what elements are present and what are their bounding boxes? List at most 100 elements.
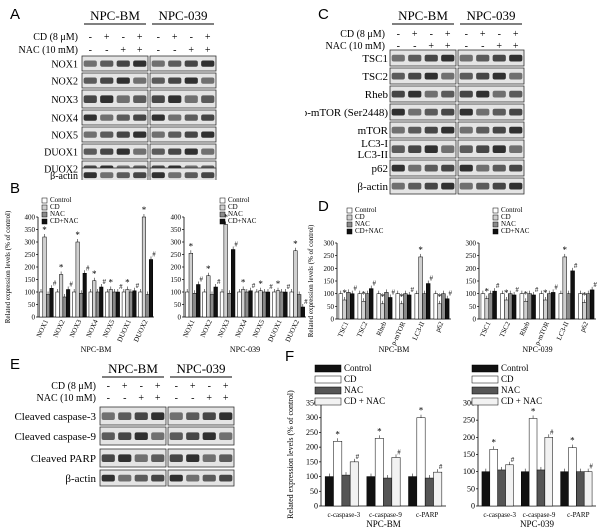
y-tick-label: 50: [327, 303, 335, 311]
significance-star: *: [418, 245, 423, 255]
bar: [254, 291, 259, 318]
protein-band: [151, 412, 165, 420]
bar: [46, 294, 51, 318]
protein-band: [492, 54, 506, 62]
protein-label: mTOR: [358, 125, 389, 137]
legend-label: Control: [501, 363, 529, 373]
legend-swatch: [41, 218, 48, 225]
protein-band: [202, 412, 216, 420]
bar: [265, 291, 271, 318]
protein-band: [169, 454, 183, 462]
bar: [66, 289, 71, 318]
bar: [504, 299, 509, 320]
protein-label: Rheb: [365, 89, 389, 101]
bar: [59, 274, 64, 318]
treatment-sign: +: [188, 45, 194, 56]
protein-band: [459, 54, 473, 62]
protein-band: [151, 454, 165, 462]
legend-label: Control: [228, 196, 249, 204]
bar: [283, 291, 288, 318]
treatment-sign: +: [172, 32, 178, 43]
protein-band: [186, 432, 200, 440]
bar: [407, 294, 412, 320]
protein-band: [134, 454, 148, 462]
category-label: TSC2: [355, 320, 369, 339]
category-label: DUOX1: [116, 318, 133, 343]
legend-label: NAC: [355, 220, 370, 228]
y-tick-label: 250: [463, 416, 475, 425]
significance-star: *: [75, 230, 80, 240]
bar-chart-d-npc-bm: 0 50 100 150 200 250 300 Related expression lev…: [305, 205, 455, 355]
protein-band: [168, 60, 182, 67]
protein-band: [100, 77, 114, 84]
blot-strip: [99, 469, 167, 487]
significance-star: *: [582, 291, 587, 301]
treatment-sign: -: [157, 32, 160, 43]
y-tick-label: 50: [28, 301, 36, 309]
bar: [219, 291, 225, 318]
protein-band: [169, 412, 183, 420]
bar: [365, 293, 370, 320]
protein-band: [151, 131, 165, 138]
blot-strip: [389, 121, 457, 139]
blot-strip: [81, 109, 149, 126]
x-axis-label: NPC-BM: [366, 519, 401, 529]
blot-strip: [149, 167, 217, 180]
bar: [38, 291, 44, 318]
western-blot-panel-e: NPC-BM NPC-039 CD (8 μM) - + - + - + - + NAC (10 mM…: [0, 355, 280, 530]
protein-band: [186, 474, 200, 482]
treatment-sign: +: [137, 32, 143, 43]
significance-star: *: [485, 287, 490, 297]
bar: [414, 293, 419, 320]
cell-line-label: NPC-BM: [108, 361, 158, 376]
legend-swatch: [314, 375, 342, 384]
bar: [88, 291, 93, 318]
blot-strip: [457, 49, 525, 67]
significance-hash: #: [269, 283, 273, 291]
protein-band: [459, 90, 473, 98]
treatment-sign: +: [155, 393, 161, 404]
bar: [426, 283, 431, 320]
protein-band: [408, 54, 422, 62]
protein-label: Cleaved caspase-9: [14, 431, 96, 443]
protein-band: [219, 432, 233, 440]
protein-band: [133, 114, 147, 121]
legend-label: CD + NAC: [344, 396, 385, 406]
y-tick-label: 50: [310, 487, 318, 496]
significance-hash: #: [429, 275, 433, 283]
treatment-sign: -: [107, 393, 110, 404]
bar: [148, 259, 154, 318]
protein-band: [201, 60, 215, 67]
treatment-sign: +: [480, 29, 486, 40]
legend-label: NAC: [501, 220, 516, 228]
legend-swatch: [471, 386, 499, 395]
significance-star: *: [342, 288, 347, 298]
y-tick-label: 250: [306, 428, 318, 437]
bar: [418, 256, 423, 320]
protein-band: [424, 72, 438, 80]
protein-label: NOX3: [51, 95, 78, 106]
protein-band: [184, 148, 198, 155]
y-tick-label: 50: [467, 484, 475, 493]
legend-label: CD: [355, 213, 365, 221]
treatment-sign: -: [397, 29, 400, 40]
chart-svg: 0 50 100 150 200 250 300 350 Related expression …: [286, 363, 446, 529]
blot-strip: [81, 89, 149, 109]
bar: [125, 289, 130, 318]
blot-strip: [457, 103, 525, 121]
protein-band: [391, 164, 405, 172]
protein-band: [459, 108, 473, 116]
y-tick-label: 0: [331, 316, 335, 324]
blot-strip: [149, 143, 217, 160]
protein-band: [408, 72, 422, 80]
bar: [324, 476, 334, 507]
protein-band: [202, 432, 216, 440]
blot-strip: [149, 55, 217, 72]
y-tick-label: 100: [306, 472, 318, 481]
protein-band: [424, 126, 438, 134]
y-tick-label: 150: [324, 278, 335, 286]
treatment-sign: -: [89, 45, 92, 56]
bar: [128, 291, 133, 318]
bar: [480, 293, 486, 320]
